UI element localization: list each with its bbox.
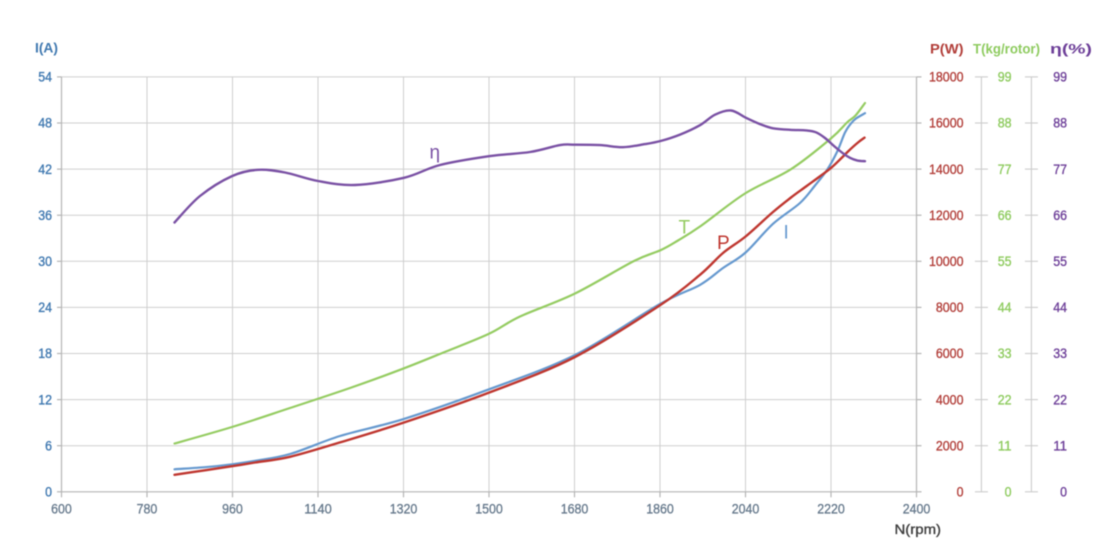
- svg-text:10000: 10000: [929, 253, 964, 269]
- svg-text:55: 55: [1053, 253, 1067, 269]
- svg-text:99: 99: [1053, 69, 1067, 85]
- svg-text:18000: 18000: [929, 69, 964, 85]
- svg-text:1140: 1140: [304, 500, 332, 516]
- svg-text:0: 0: [957, 484, 964, 500]
- svg-text:T(kg/rotor): T(kg/rotor): [973, 40, 1040, 56]
- svg-text:0: 0: [1005, 484, 1012, 500]
- svg-text:11: 11: [998, 437, 1012, 453]
- svg-text:P: P: [717, 233, 730, 254]
- svg-text:6000: 6000: [936, 345, 964, 361]
- svg-text:I(A): I(A): [35, 40, 58, 56]
- svg-text:960: 960: [222, 500, 243, 516]
- svg-text:N(rpm): N(rpm): [895, 521, 942, 537]
- svg-text:24: 24: [38, 299, 52, 315]
- svg-text:44: 44: [998, 299, 1012, 315]
- svg-text:8000: 8000: [936, 299, 964, 315]
- svg-text:88: 88: [1053, 115, 1067, 131]
- svg-text:4000: 4000: [936, 391, 964, 407]
- svg-text:1320: 1320: [390, 500, 418, 516]
- svg-text:6: 6: [45, 437, 52, 453]
- svg-text:1500: 1500: [475, 500, 503, 516]
- svg-text:T: T: [679, 218, 691, 239]
- svg-text:30: 30: [38, 253, 52, 269]
- svg-text:77: 77: [1053, 161, 1067, 177]
- svg-text:12: 12: [38, 391, 52, 407]
- svg-text:η(%): η(%): [1050, 40, 1092, 56]
- svg-text:55: 55: [998, 253, 1012, 269]
- svg-text:33: 33: [998, 345, 1012, 361]
- svg-text:44: 44: [1053, 299, 1067, 315]
- svg-text:48: 48: [38, 115, 52, 131]
- svg-text:2400: 2400: [903, 500, 931, 516]
- svg-text:14000: 14000: [929, 161, 964, 177]
- svg-text:12000: 12000: [929, 207, 964, 223]
- svg-text:22: 22: [1053, 391, 1067, 407]
- svg-text:2220: 2220: [817, 500, 845, 516]
- svg-text:33: 33: [1053, 345, 1067, 361]
- svg-text:36: 36: [38, 207, 52, 223]
- svg-text:1680: 1680: [561, 500, 589, 516]
- svg-text:66: 66: [1053, 207, 1067, 223]
- svg-text:42: 42: [38, 161, 52, 177]
- svg-text:99: 99: [998, 69, 1012, 85]
- svg-text:780: 780: [137, 500, 158, 516]
- svg-text:88: 88: [998, 115, 1012, 131]
- svg-text:77: 77: [998, 161, 1012, 177]
- svg-text:I: I: [784, 222, 789, 243]
- svg-text:16000: 16000: [929, 115, 964, 131]
- svg-text:18: 18: [38, 345, 52, 361]
- svg-text:600: 600: [51, 500, 72, 516]
- svg-text:0: 0: [45, 484, 52, 500]
- svg-text:η: η: [430, 143, 441, 164]
- svg-text:P(W): P(W): [930, 40, 964, 56]
- svg-text:2000: 2000: [936, 437, 964, 453]
- svg-text:11: 11: [1053, 437, 1067, 453]
- svg-text:66: 66: [998, 207, 1012, 223]
- svg-text:54: 54: [38, 69, 52, 85]
- svg-text:1860: 1860: [646, 500, 674, 516]
- svg-text:0: 0: [1060, 484, 1067, 500]
- svg-text:22: 22: [998, 391, 1012, 407]
- svg-text:2040: 2040: [732, 500, 760, 516]
